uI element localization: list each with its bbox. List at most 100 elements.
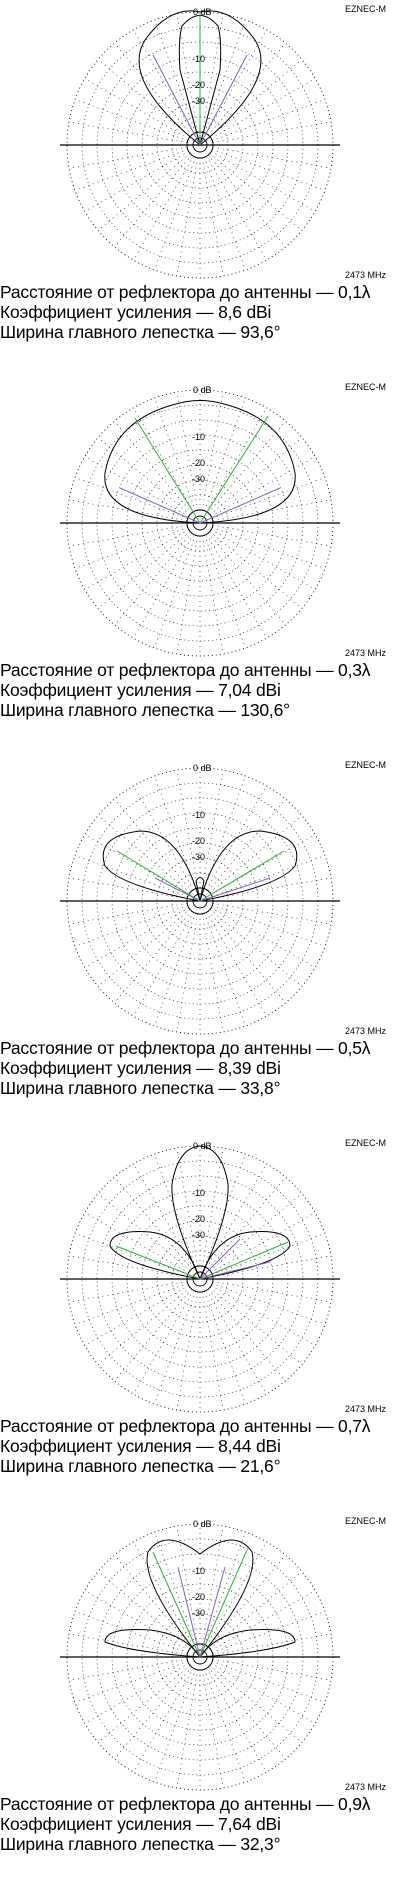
grid-spoke xyxy=(201,1291,224,1411)
center-lobe xyxy=(195,877,205,902)
grid-spoke xyxy=(154,1531,196,1645)
caption-beamwidth: Ширина главного лепестка — 33,8° xyxy=(0,1078,281,1098)
caption-gain: Коэффициент усиления — 7,64 dBi xyxy=(0,1814,281,1834)
pattern-panel-3: 0 dB -10 -20 -30 EZNEC-M 2473 MHz Рассто… xyxy=(0,756,400,1132)
pattern-panel-2: 0 dB -10 -20 -30 EZNEC-M 2473 MHz Рассто… xyxy=(0,378,400,754)
grid-spoke xyxy=(212,499,332,522)
max-gain-line-left xyxy=(115,1245,201,1280)
polar-svg-5: 0 dB -10 -20 -30 xyxy=(60,1519,340,1791)
grid-spoke xyxy=(68,499,188,522)
grid-spoke xyxy=(74,1661,188,1703)
beamwidth-line-b xyxy=(199,1566,226,1658)
grid-spoke xyxy=(204,1669,246,1783)
grid-spoke xyxy=(84,1663,189,1724)
grid-spoke xyxy=(176,1291,199,1411)
polar-svg-4: 0 dB -10 -20 -30 xyxy=(60,1141,340,1413)
grid-spoke xyxy=(212,527,326,569)
max-gain-line-right xyxy=(199,1241,289,1280)
grid-spoke xyxy=(208,798,286,892)
ring-label-0db: 0 dB xyxy=(193,7,212,17)
grid-spoke xyxy=(212,902,332,925)
grid-spoke xyxy=(68,877,188,900)
ring-label-0db: 0 dB xyxy=(193,385,212,395)
beamwidth-line-right xyxy=(199,487,281,524)
pattern-panel-5: 0 dB -10 -20 -30 EZNEC-M 2473 MHz Рассто… xyxy=(0,1512,400,1888)
grid-spoke xyxy=(204,397,246,511)
grid-spoke xyxy=(209,437,303,515)
grid-spoke xyxy=(97,153,191,231)
grid-spoke xyxy=(114,1554,192,1648)
ring-label-20: -20 xyxy=(192,836,205,846)
caption: Расстояние от рефлектора до антенны — 0,… xyxy=(0,660,371,720)
caption-beamwidth: Ширина главного лепестка — 32,3° xyxy=(0,1834,281,1854)
caption-distance: Расстояние от рефлектора до антенны — 0,… xyxy=(0,1038,371,1058)
grid-spoke xyxy=(68,902,188,925)
grid-spoke xyxy=(176,1669,199,1789)
grid-spoke xyxy=(204,157,246,271)
grid-spoke xyxy=(201,13,224,133)
grid-spoke xyxy=(208,154,286,248)
grid-spoke xyxy=(209,153,303,231)
max-gain-line-left xyxy=(134,417,201,524)
grid-spoke xyxy=(211,1590,316,1651)
grid-spoke xyxy=(212,905,326,947)
grid-spoke xyxy=(97,1665,191,1743)
ring-label-10: -10 xyxy=(192,432,205,442)
grid-spoke xyxy=(206,1290,267,1395)
grid-spoke xyxy=(114,1288,192,1382)
caption: Расстояние от рефлектора до антенны — 0,… xyxy=(0,1416,371,1476)
caption-distance: Расстояние от рефлектора до антенны — 0,… xyxy=(0,1416,371,1436)
main-lobes xyxy=(146,1539,254,1658)
grid-spoke xyxy=(97,437,191,515)
grid-spoke xyxy=(74,1283,188,1325)
grid-spoke xyxy=(211,1663,316,1724)
grid-spoke xyxy=(176,913,199,1033)
caption-beamwidth: Ширина главного лепестка — 21,6° xyxy=(0,1456,281,1476)
software-label: EZNEC-M xyxy=(345,1138,386,1148)
grid-spoke xyxy=(84,1285,189,1346)
grid-spoke xyxy=(211,529,316,590)
main-lobe xyxy=(171,1145,229,1280)
grid-spoke xyxy=(212,99,326,141)
max-gain-line-right xyxy=(199,415,269,524)
left-lobe xyxy=(104,1629,201,1658)
polar-plot-1: 0 dB -10 -20 -30 xyxy=(60,0,340,280)
max-gain-line-right xyxy=(199,1549,248,1658)
caption: Расстояние от рефлектора до антенны — 0,… xyxy=(0,1794,371,1854)
grid-spoke xyxy=(133,156,194,261)
pattern-panel-1: 0 dB -10 -20 -30 EZNEC-M 2473 MHz Рассто… xyxy=(0,0,400,376)
grid-spoke xyxy=(211,151,316,212)
grid-spoke xyxy=(114,1666,192,1760)
right-lobe xyxy=(199,830,298,902)
grid-spoke xyxy=(208,532,286,626)
polar-plot-5: 0 dB -10 -20 -30 xyxy=(60,1512,340,1792)
grid-spoke xyxy=(208,1554,286,1648)
grid-spoke xyxy=(84,78,189,139)
grid-spoke xyxy=(176,535,199,655)
caption-gain: Коэффициент усиления — 7,04 dBi xyxy=(0,680,281,700)
grid-spoke xyxy=(74,477,188,519)
grid-spoke xyxy=(212,524,332,547)
grid-spoke xyxy=(97,59,191,137)
grid-spoke xyxy=(154,913,196,1027)
grid-spoke xyxy=(208,1666,286,1760)
ring-label-30: -30 xyxy=(192,96,205,106)
grid-spoke xyxy=(154,19,196,133)
ring-label-0db: 0 dB xyxy=(193,1519,212,1529)
grid-spoke xyxy=(74,149,188,191)
grid-spoke xyxy=(114,798,192,892)
grid-spoke xyxy=(211,1212,316,1273)
grid-spoke xyxy=(176,13,199,133)
grid-spoke xyxy=(176,769,199,889)
beamwidth-line-left xyxy=(119,487,201,524)
grid-spoke xyxy=(74,1233,188,1275)
ring-label-10: -10 xyxy=(192,54,205,64)
grid-spoke xyxy=(114,154,192,248)
beamwidth-line-a xyxy=(177,1566,201,1658)
ring-label-10: -10 xyxy=(192,810,205,820)
left-lobe xyxy=(102,830,201,902)
grid-spoke xyxy=(74,905,188,947)
right-lobe xyxy=(199,1231,291,1280)
pattern-trace xyxy=(104,400,296,524)
grid-spoke xyxy=(206,407,267,512)
